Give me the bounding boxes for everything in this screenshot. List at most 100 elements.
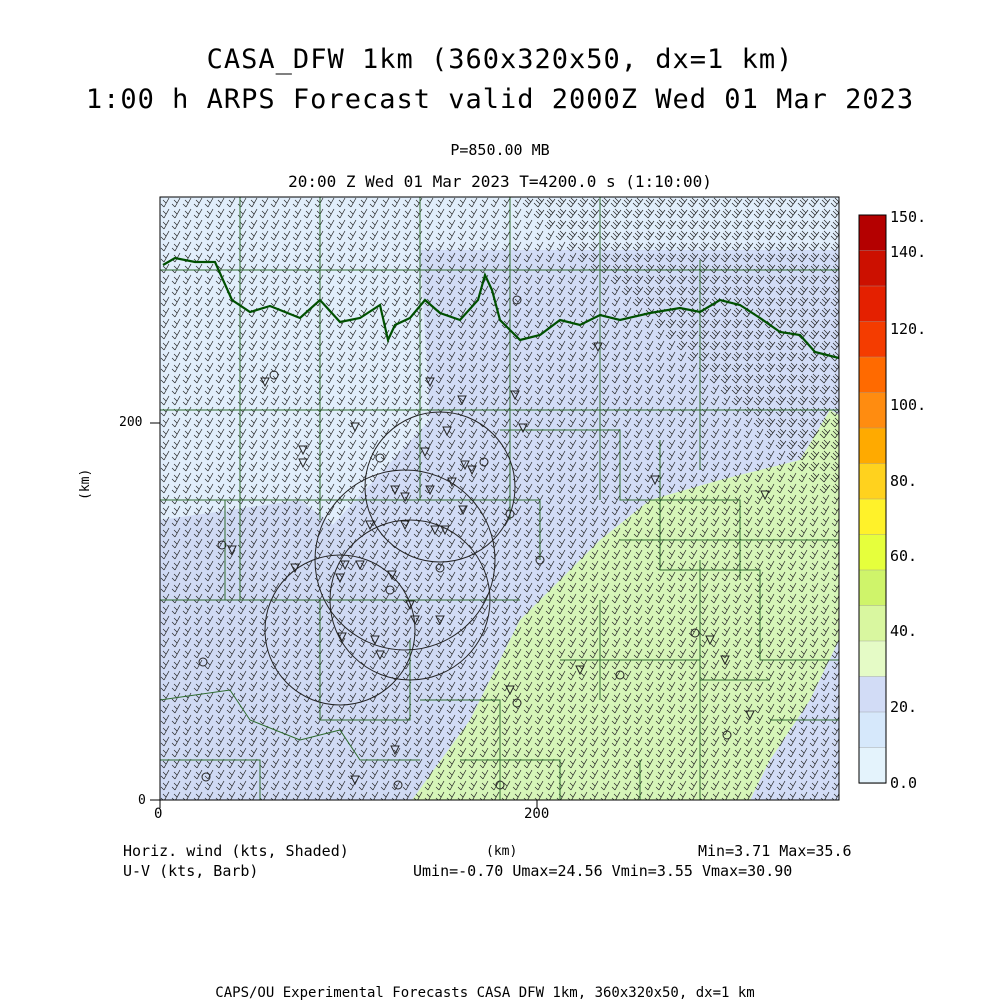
wind-barb [688, 417, 698, 428]
wind-barb [391, 615, 401, 626]
wind-barb [753, 197, 765, 208]
wind-barb [765, 472, 775, 483]
wind-barb [512, 362, 522, 373]
wind-barb [721, 692, 731, 703]
wind-barb [358, 395, 368, 406]
wind-barb [215, 736, 225, 747]
wind-barb [391, 769, 401, 780]
wind-barb [797, 197, 809, 208]
wind-barb [819, 307, 831, 318]
wind-barb [765, 582, 775, 593]
wind-barb [226, 461, 236, 472]
wind-barb [369, 351, 379, 362]
wind-barb [248, 769, 258, 780]
wind-barb [215, 450, 225, 461]
wind-barb [786, 241, 798, 252]
wind-barb [248, 747, 258, 758]
wind-barb [501, 384, 511, 395]
wind-barb [193, 747, 203, 758]
wind-barb [831, 507, 839, 516]
wind-barb [435, 461, 445, 472]
wind-barb [677, 582, 687, 593]
wind-barb [644, 439, 654, 450]
wind-barb [555, 219, 567, 230]
wind-barb [193, 670, 203, 681]
wind-barb [797, 241, 809, 252]
wind-barb [677, 747, 687, 758]
wind-barb [424, 384, 434, 395]
wind-barb [248, 604, 258, 615]
wind-barb [819, 483, 831, 494]
wind-barb [611, 626, 621, 637]
wind-barb [248, 285, 258, 296]
wind-barb [786, 439, 798, 450]
wind-barb [336, 208, 346, 219]
wind-barb [325, 538, 335, 549]
wind-barb [588, 241, 600, 252]
wind-barb [347, 747, 357, 758]
wind-barb [633, 428, 643, 439]
wind-barb [655, 373, 665, 384]
wind-barb [193, 505, 203, 516]
wind-barb [303, 340, 313, 351]
wind-barb [259, 450, 269, 461]
wind-barb [698, 252, 710, 263]
wind-barb [611, 593, 621, 604]
wind-barb [380, 362, 390, 373]
wind-barb [237, 670, 247, 681]
wind-barb [534, 450, 544, 461]
wind-barb [303, 626, 313, 637]
wind-barb [633, 626, 643, 637]
wind-barb [270, 296, 280, 307]
wind-barb [193, 384, 203, 395]
wind-barb [347, 461, 357, 472]
wind-barb [798, 747, 808, 758]
wind-barb [193, 549, 203, 560]
wind-barb [523, 439, 533, 450]
wind-barb [544, 219, 556, 230]
wind-barb [775, 197, 787, 208]
wind-barb [182, 725, 192, 736]
wind-barb [622, 725, 632, 736]
wind-barb [632, 219, 644, 230]
wind-barb [391, 395, 401, 406]
wind-barb [633, 351, 643, 362]
wind-barb [831, 628, 839, 637]
wind-barb [567, 252, 577, 263]
wind-barb [611, 736, 621, 747]
wind-barb [775, 351, 787, 362]
wind-barb [654, 197, 666, 208]
wind-barb [600, 714, 610, 725]
wind-barb [281, 747, 291, 758]
wind-barb [501, 329, 511, 340]
wind-barb [457, 725, 467, 736]
wind-barb [622, 296, 632, 307]
wind-barb [611, 615, 621, 626]
wind-barb [259, 747, 269, 758]
wind-barb [215, 285, 225, 296]
wind-barb [677, 439, 687, 450]
pressure-level: P=850.00 MB [450, 141, 550, 159]
wind-barb [819, 318, 831, 329]
wind-barb [160, 219, 170, 230]
wind-barb [259, 384, 269, 395]
wind-barb [731, 219, 743, 230]
wind-barb [676, 296, 688, 307]
wind-barb [742, 208, 754, 219]
wind-barb [545, 615, 555, 626]
wind-barb [270, 516, 280, 527]
wind-barb [798, 659, 808, 670]
wind-barb [698, 307, 710, 318]
wind-barb [303, 230, 313, 241]
wind-barb [600, 582, 610, 593]
wind-barb [193, 219, 203, 230]
wind-barb [688, 450, 698, 461]
wind-barb [380, 384, 390, 395]
wind-barb [665, 263, 677, 274]
wind-barb [567, 373, 577, 384]
wind-barb [666, 351, 676, 362]
colorbar-label: 100. [890, 396, 927, 414]
wind-barb [731, 274, 743, 285]
colorbar-swatch [858, 640, 887, 678]
wind-barb [666, 362, 676, 373]
